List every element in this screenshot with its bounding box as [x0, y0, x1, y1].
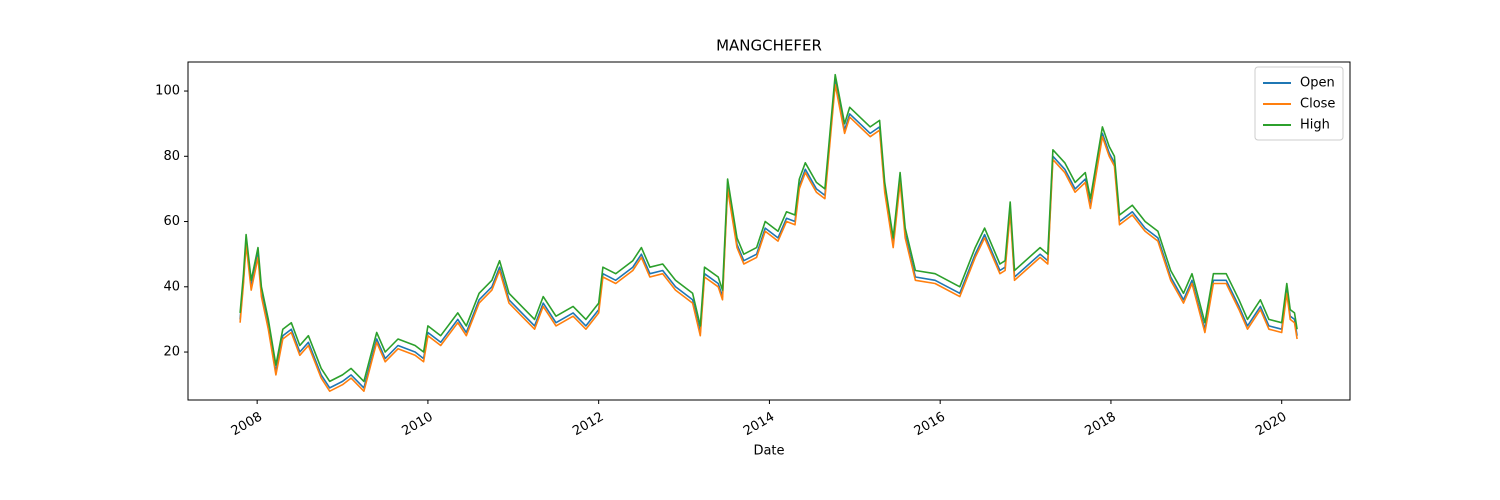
x-axis-label: Date — [753, 444, 784, 459]
legend-label: Close — [1300, 97, 1335, 112]
axes-frame — [187, 61, 1351, 401]
y-tick-label: 60 — [163, 214, 180, 229]
line-series — [239, 80, 1298, 389]
line-series — [239, 83, 1298, 392]
line-series — [239, 73, 1298, 383]
y-tick-label: 100 — [155, 84, 180, 99]
legend-box — [1254, 66, 1344, 141]
y-tick-label: 20 — [163, 345, 180, 360]
chart-title: MANGCHEFER — [716, 37, 822, 55]
y-tick-label: 80 — [163, 149, 180, 164]
y-tick-label: 40 — [163, 279, 180, 294]
legend-label: Open — [1300, 76, 1335, 91]
legend-label: High — [1300, 118, 1330, 133]
